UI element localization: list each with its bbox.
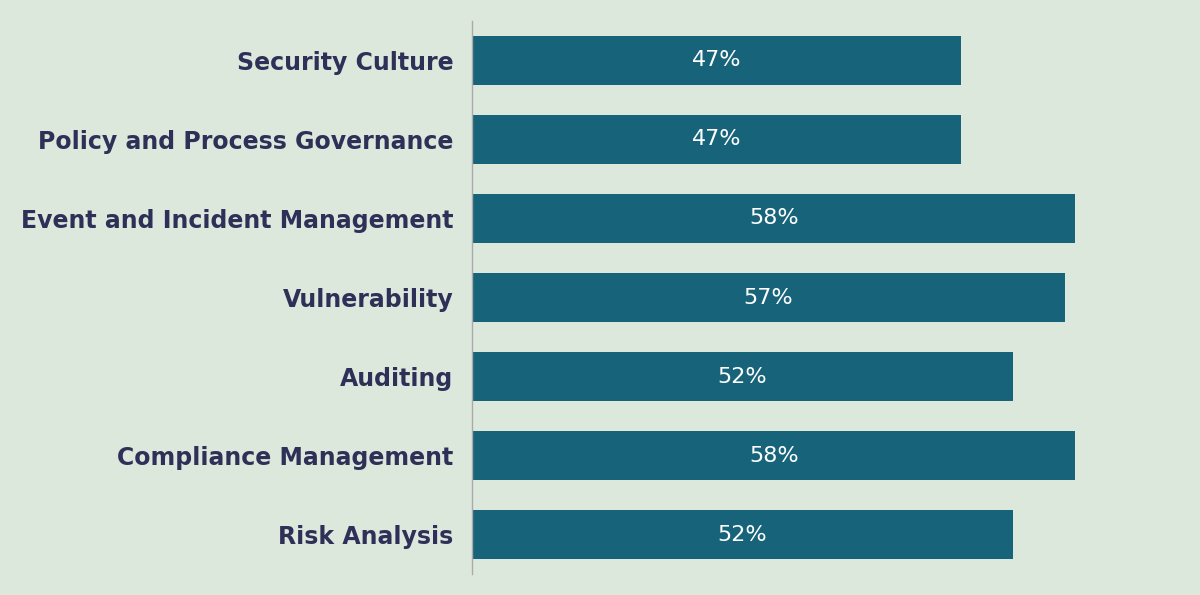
Text: 58%: 58% xyxy=(749,208,798,228)
Bar xyxy=(472,431,1075,480)
Bar xyxy=(472,273,1064,322)
Bar xyxy=(472,352,1013,401)
Text: 52%: 52% xyxy=(718,367,767,387)
Text: 57%: 57% xyxy=(744,287,793,308)
Text: 47%: 47% xyxy=(691,129,742,149)
Bar xyxy=(472,194,1075,243)
Text: 52%: 52% xyxy=(718,525,767,544)
Bar xyxy=(472,36,961,85)
Bar xyxy=(472,510,1013,559)
Text: 58%: 58% xyxy=(749,446,798,466)
Text: 47%: 47% xyxy=(691,51,742,70)
Bar xyxy=(472,115,961,164)
